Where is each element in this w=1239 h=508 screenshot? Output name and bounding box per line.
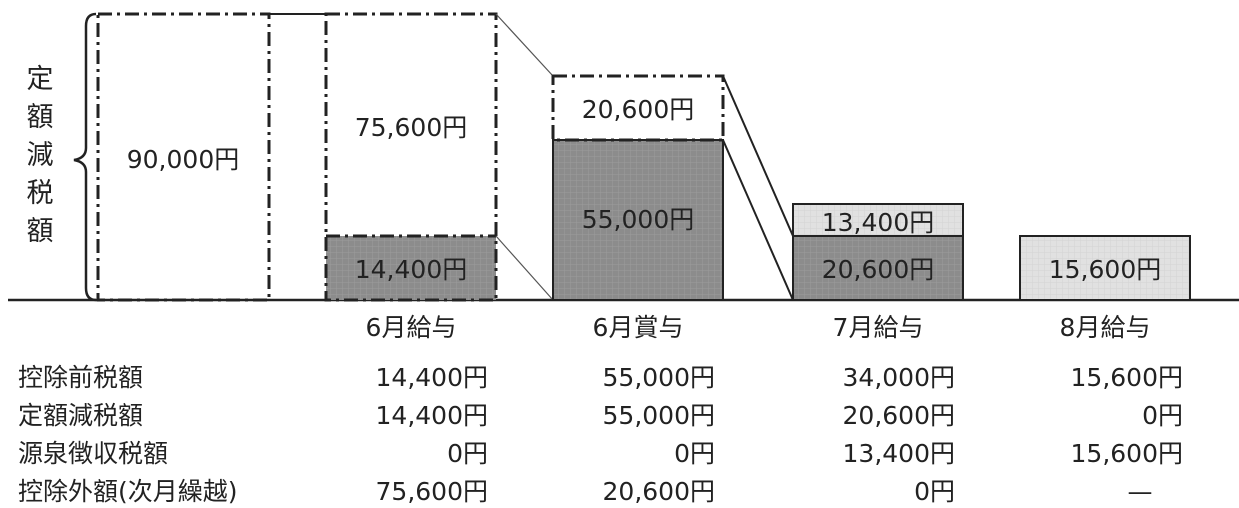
table-cell: 0円: [914, 477, 955, 506]
table-cell: 14,400円: [376, 401, 488, 430]
table-cell: 15,600円: [1071, 439, 1183, 468]
table-cell: 14,400円: [376, 363, 488, 392]
table-cell: 34,000円: [843, 363, 955, 392]
august-salary-tax-bar: [1019, 235, 1191, 301]
connector-line: [495, 13, 554, 77]
table-cell: —: [1128, 477, 1153, 506]
table-row-label: 控除外額(次月繰越): [18, 477, 238, 506]
table-cell: 13,400円: [843, 439, 955, 468]
table-cell: 0円: [1142, 401, 1183, 430]
table-cell: 75,600円: [376, 477, 488, 506]
total-reduction-box: [96, 12, 271, 302]
june-bonus-carry-label: 20,600円: [582, 95, 694, 124]
june-bonus-withheld-label: 55,000円: [582, 205, 694, 234]
june-bonus-carry-box: [551, 74, 725, 142]
month-label: 6月賞与: [593, 313, 684, 342]
curly-brace: [73, 12, 97, 302]
table-cell: 55,000円: [603, 401, 715, 430]
june-salary-withheld-label: 14,400円: [355, 255, 467, 284]
month-label: 6月給与: [366, 313, 457, 342]
connector-line: [495, 235, 554, 301]
table-row-label: 源泉徴収税額: [18, 439, 168, 468]
vertical-label-char: 減: [27, 140, 54, 171]
table-cell: 20,600円: [603, 477, 715, 506]
vertical-label-char: 額: [27, 102, 54, 133]
month-label: 7月給与: [833, 313, 924, 342]
connector-line: [722, 75, 794, 237]
table-row-label: 控除前税額: [18, 363, 143, 392]
table-row-label: 定額減税額: [18, 401, 143, 430]
june-bonus-withheld-bar: [552, 139, 724, 301]
july-salary-withheld-label: 20,600円: [822, 255, 934, 284]
vertical-label-char: 額: [27, 216, 54, 247]
august-salary-tax-label: 15,600円: [1049, 255, 1161, 284]
table-cell: 0円: [674, 439, 715, 468]
june-salary-carry-label: 75,600円: [355, 113, 467, 142]
connector-line: [722, 139, 794, 301]
table-cell: 15,600円: [1071, 363, 1183, 392]
june-salary-carry-box: [324, 12, 498, 302]
table-cell: 20,600円: [843, 401, 955, 430]
vertical-label-char: 税: [27, 178, 54, 209]
vertical-label-char: 定: [27, 64, 54, 95]
july-salary-withheld-bar: [792, 235, 964, 301]
june-salary-withheld-bar: [326, 236, 496, 300]
table-cell: 55,000円: [603, 363, 715, 392]
july-salary-tax-bar: [792, 203, 964, 237]
total-reduction-label: 90,000円: [127, 145, 239, 174]
july-salary-tax-label: 13,400円: [822, 208, 934, 237]
table-cell: 0円: [447, 439, 488, 468]
month-label: 8月給与: [1060, 313, 1151, 342]
